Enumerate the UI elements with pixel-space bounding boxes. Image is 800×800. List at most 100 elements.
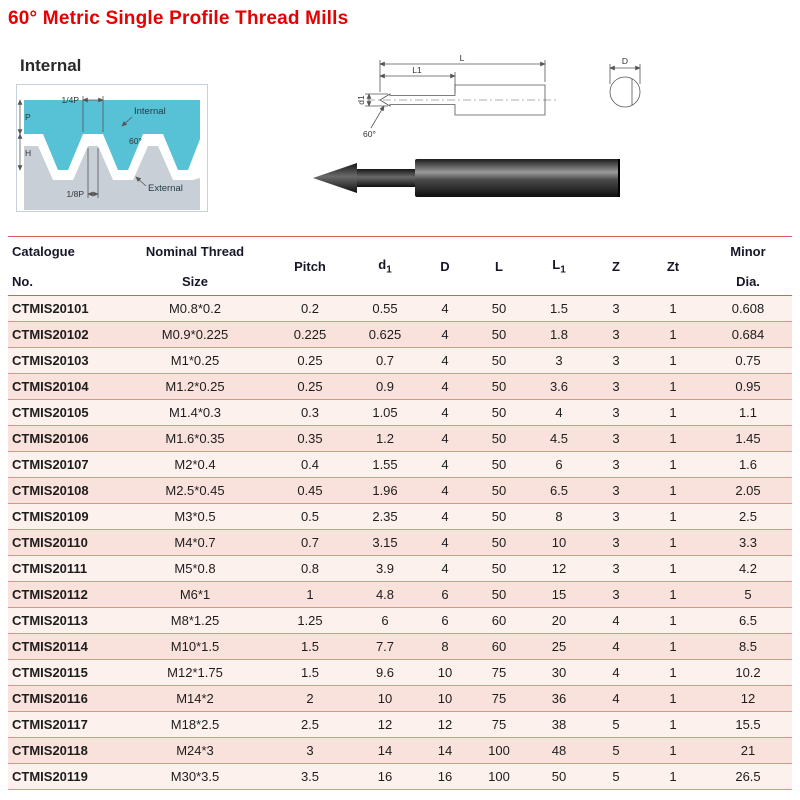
table-cell: CTMIS20119: [8, 763, 120, 790]
table-cell: 15: [528, 581, 590, 608]
table-cell: 4: [420, 555, 470, 582]
table-cell: 3: [590, 477, 642, 504]
table-cell: 6: [420, 607, 470, 634]
table-row: CTMIS20119 M30*3.5 3.5 16 16 100 50 5 1 26.5: [8, 763, 792, 790]
leader-line: [370, 105, 385, 129]
table-cell: 1: [642, 399, 704, 426]
table-cell: 3.5: [270, 763, 350, 790]
table-cell: 1.1: [704, 399, 792, 426]
table-cell: 3: [590, 451, 642, 478]
dim-label-d1: d1: [356, 95, 366, 105]
table-cell: M18*2.5: [120, 711, 270, 738]
table-cell: 12: [704, 685, 792, 712]
column-header: D: [420, 236, 470, 296]
tool-photo: [313, 159, 620, 197]
table-cell: 2.35: [350, 503, 420, 530]
table-cell: CTMIS20114: [8, 633, 120, 660]
table-cell: 2.5: [704, 503, 792, 530]
table-cell: M8*1.25: [120, 607, 270, 634]
table-cell: 1: [642, 425, 704, 452]
table-row: CTMIS20106 M1.6*0.35 0.35 1.2 4 50 4.5 3 1 1.45: [8, 425, 792, 452]
table-cell: 48: [528, 737, 590, 764]
tool-photo-tip: [313, 163, 357, 193]
tool-drawing-svg: L L1 d1 60° D: [313, 53, 641, 197]
table-cell: 1.8: [528, 321, 590, 348]
table-cell: 4.5: [528, 425, 590, 452]
shank-end-view: [609, 76, 641, 108]
table-cell: 4.2: [704, 555, 792, 582]
thread-profile-svg: 1/4P Internal 60° 1/8P External P H: [16, 84, 208, 212]
table-row: CTMIS20108 M2.5*0.45 0.45 1.96 4 50 6.5 3 1 2.05: [8, 477, 792, 504]
table-cell: 50: [470, 347, 528, 374]
table-row: CTMIS20101 M0.8*0.2 0.2 0.55 4 50 1.5 3 1 0.608: [8, 295, 792, 322]
table-cell: 1: [642, 295, 704, 322]
table-row: CTMIS20118 M24*3 3 14 14 100 48 5 1 21: [8, 737, 792, 764]
table-cell: 10: [350, 685, 420, 712]
table-cell: 1: [270, 581, 350, 608]
table-cell: CTMIS20102: [8, 321, 120, 348]
table-cell: 7.7: [350, 633, 420, 660]
table-body: CTMIS20101 M0.8*0.2 0.2 0.55 4 50 1.5 3 1 0.608 CT…: [8, 295, 792, 790]
table-cell: 0.55: [350, 295, 420, 322]
table-cell: 0.2: [270, 295, 350, 322]
table-cell: 1.55: [350, 451, 420, 478]
quarter-pitch-label: 1/4P: [62, 95, 80, 105]
table-cell: 3.9: [350, 555, 420, 582]
table-row: CTMIS20109 M3*0.5 0.5 2.35 4 50 8 3 1 2.5: [8, 503, 792, 530]
table-cell: 50: [470, 399, 528, 426]
table-cell: 6: [420, 581, 470, 608]
table-row: CTMIS20111 M5*0.8 0.8 3.9 4 50 12 3 1 4.2: [8, 555, 792, 582]
table-cell: 1: [642, 529, 704, 556]
table-cell: 3: [590, 399, 642, 426]
table-cell: 0.608: [704, 295, 792, 322]
dim-label-D: D: [622, 56, 628, 66]
table-cell: CTMIS20116: [8, 685, 120, 712]
angle-label: 60°: [129, 136, 142, 146]
table-row: CTMIS20103 M1*0.25 0.25 0.7 4 50 3 3 1 0.75: [8, 347, 792, 374]
tool-outline: [379, 84, 546, 116]
dim-label-angle: 60°: [363, 129, 376, 139]
page-title: 60° Metric Single Profile Thread Mills: [8, 8, 349, 29]
table-cell: 3.3: [704, 529, 792, 556]
dim-label-L: L: [460, 53, 465, 63]
column-header: Zt: [642, 236, 704, 296]
table-cell: 3: [270, 737, 350, 764]
table-cell: 2.05: [704, 477, 792, 504]
table-cell: M30*3.5: [120, 763, 270, 790]
table-cell: 4: [420, 477, 470, 504]
tool-photo-end: [618, 159, 620, 197]
table-cell: 75: [470, 685, 528, 712]
table-cell: 3: [590, 295, 642, 322]
table-cell: 3: [590, 555, 642, 582]
table-cell: M1.2*0.25: [120, 373, 270, 400]
table-cell: M1*0.25: [120, 347, 270, 374]
table-cell: CTMIS20111: [8, 555, 120, 582]
table-row: CTMIS20112 M6*1 1 4.8 6 50 15 3 1 5: [8, 581, 792, 608]
table-cell: 50: [470, 373, 528, 400]
table-cell: 25: [528, 633, 590, 660]
thread-mill-table: Catalogue No. Nominal Thread Size Pitch d1 D L L…: [8, 236, 792, 790]
table-cell: 1: [642, 737, 704, 764]
table-cell: 8: [528, 503, 590, 530]
table-cell: 8: [420, 633, 470, 660]
table-cell: 0.25: [270, 373, 350, 400]
table-cell: 1: [642, 503, 704, 530]
table-cell: 16: [420, 763, 470, 790]
table-cell: 0.5: [270, 503, 350, 530]
table-cell: 0.75: [704, 347, 792, 374]
table-cell: 3: [590, 425, 642, 452]
table-cell: 1: [642, 321, 704, 348]
table-cell: CTMIS20110: [8, 529, 120, 556]
table-cell: 4: [420, 295, 470, 322]
table-cell: 15.5: [704, 711, 792, 738]
external-thread-shape: [24, 146, 200, 210]
table-cell: 5: [590, 763, 642, 790]
table-cell: 26.5: [704, 763, 792, 790]
table-cell: 10.2: [704, 659, 792, 686]
table-cell: 10: [420, 685, 470, 712]
table-cell: 1: [642, 711, 704, 738]
table-cell: 3.6: [528, 373, 590, 400]
table-cell: 12: [528, 555, 590, 582]
table-cell: 1: [642, 659, 704, 686]
table-cell: 50: [470, 581, 528, 608]
